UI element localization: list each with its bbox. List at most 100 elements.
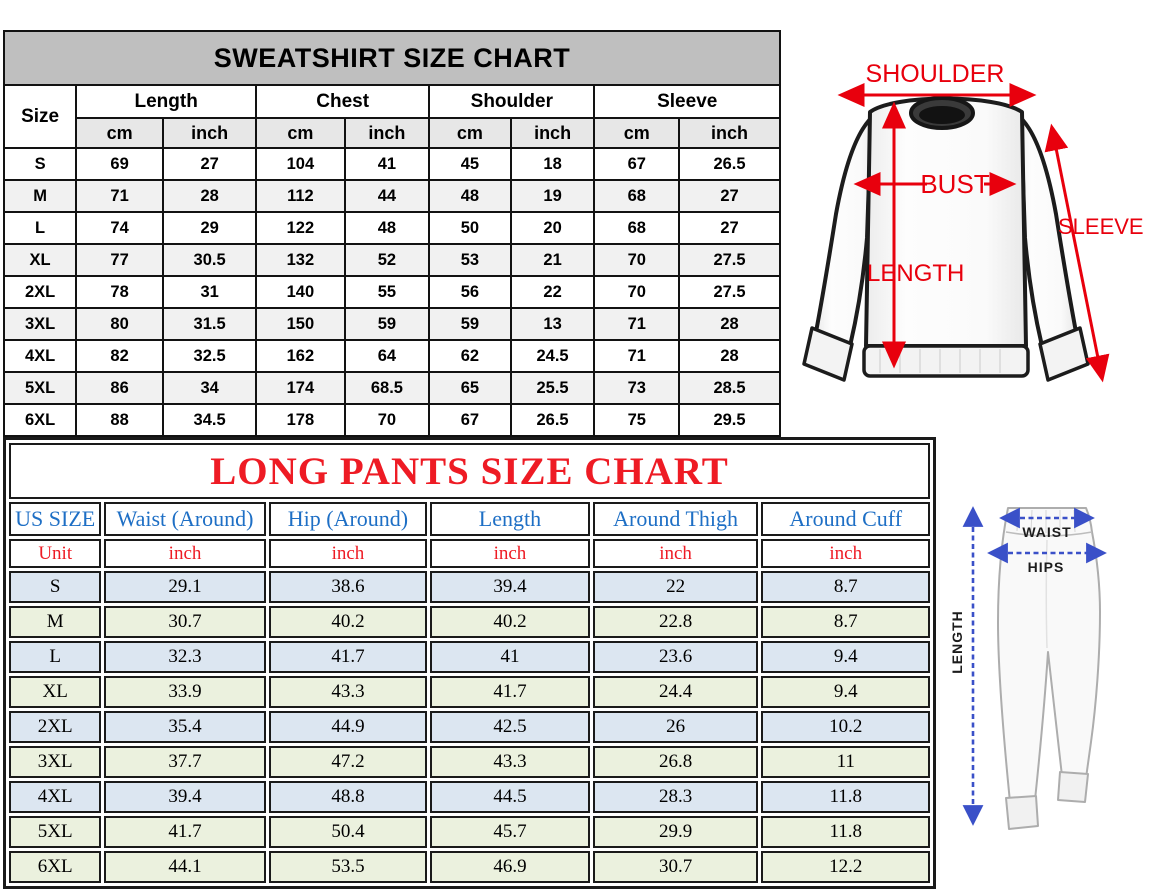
value-cell: 64: [343, 339, 431, 373]
value-cell: 11: [761, 746, 930, 778]
sweatshirt-unit-header-row: cm inch cm inch cm inch cm inch: [4, 117, 781, 149]
waist-measure-label: WAIST: [1022, 524, 1071, 540]
value-cell: 71: [593, 307, 681, 341]
pants-diagram-svg: WAIST HIPS LENGTH: [949, 506, 1107, 830]
value-cell: 44: [343, 179, 431, 213]
value-cell: 27: [678, 211, 781, 245]
value-cell: 34.5: [162, 403, 258, 437]
hips-measure-label: HIPS: [1028, 559, 1065, 575]
unit-cell: Unit: [9, 539, 102, 568]
size-cell: L: [2, 211, 78, 245]
value-cell: 8.7: [761, 571, 930, 603]
value-cell: 43.3: [268, 676, 428, 708]
value-cell: 38.6: [268, 571, 428, 603]
value-cell: 30.7: [104, 606, 266, 638]
value-cell: 40.2: [268, 606, 428, 638]
sweatshirt-drawing: [802, 96, 1090, 382]
table-row: 5XL 41.7 50.4 45.7 29.9 11.8: [9, 816, 930, 848]
table-row: S 29.1 38.6 39.4 22 8.7: [9, 571, 930, 603]
pants-title-row: LONG PANTS SIZE CHART: [9, 443, 930, 499]
collar-opening: [919, 106, 965, 124]
pants-measurement-annotations: WAIST HIPS LENGTH: [949, 506, 1107, 826]
value-cell: 42.5: [430, 711, 590, 743]
right-pant-cuff: [1057, 771, 1089, 803]
table-row: XL 77 30.5 132 52 53 21 70 27.5: [2, 243, 781, 277]
crease-line: [1045, 539, 1048, 649]
value-cell: 44.5: [430, 781, 590, 813]
value-cell: 27.5: [678, 243, 781, 277]
value-cell: 68: [593, 179, 681, 213]
value-cell: 23.6: [592, 641, 759, 673]
value-cell: 162: [255, 339, 346, 373]
value-cell: 71: [75, 179, 165, 213]
value-cell: 70: [343, 403, 431, 437]
sweatshirt-table-body: S 69 27 104 41 45 18 67 26.5 M 71 28 112 44 48 19 68 27 L 7…: [2, 147, 781, 437]
value-cell: 30.5: [162, 243, 258, 277]
value-cell: 41: [430, 641, 590, 673]
value-cell: 132: [255, 243, 346, 277]
table-row: XL 33.9 43.3 41.7 24.4 9.4: [9, 676, 930, 708]
sweatshirt-diagram-svg: SHOULDER LENGTH BUST SLEEVE: [802, 60, 1144, 383]
value-cell: 67: [428, 403, 512, 437]
pants-drawing: [997, 507, 1101, 830]
table-row: 2XL 35.4 44.9 42.5 26 10.2: [9, 711, 930, 743]
value-cell: 48: [428, 179, 512, 213]
size-cell: 5XL: [9, 816, 102, 848]
left-pant-cuff: [1005, 795, 1039, 830]
value-cell: 82: [75, 339, 165, 373]
sweatshirt-title-row: SWEATSHIRT SIZE CHART: [3, 30, 781, 86]
value-cell: 28: [678, 307, 781, 341]
value-cell: 104: [255, 147, 346, 181]
value-cell: 11.8: [761, 781, 930, 813]
value-cell: 22: [509, 275, 596, 309]
size-cell: 3XL: [9, 746, 102, 778]
table-row: 4XL 82 32.5 162 64 62 24.5 71 28: [2, 339, 781, 373]
unit-header: inch: [162, 117, 258, 149]
length-measure-label: LENGTH: [867, 260, 964, 287]
value-cell: 53: [428, 243, 512, 277]
size-cell: 6XL: [9, 851, 102, 883]
value-cell: 21: [509, 243, 596, 277]
pants-illustration: WAIST HIPS LENGTH: [949, 440, 1150, 870]
value-cell: 31.5: [162, 307, 258, 341]
size-cell: 2XL: [2, 275, 78, 309]
sweatshirt-group-header-row: Size Length Chest Shoulder Sleeve: [2, 84, 781, 149]
value-cell: 41.7: [268, 641, 428, 673]
size-cell: S: [2, 147, 78, 181]
value-cell: 29: [162, 211, 258, 245]
value-cell: 9.4: [761, 641, 930, 673]
value-cell: 68.5: [343, 371, 431, 405]
unit-cell: inch: [430, 539, 590, 568]
column-group-sleeve: Sleeve: [593, 84, 781, 119]
value-cell: 112: [255, 179, 346, 213]
value-cell: 75: [593, 403, 681, 437]
waistband-seam: [1005, 531, 1093, 537]
value-cell: 11.8: [761, 816, 930, 848]
value-cell: 27.5: [678, 275, 781, 309]
pants-length-measure-label: LENGTH: [950, 610, 965, 674]
table-row: L 32.3 41.7 41 23.6 9.4: [9, 641, 930, 673]
size-cell: 4XL: [9, 781, 102, 813]
unit-cell: inch: [592, 539, 759, 568]
value-cell: 26.5: [509, 403, 596, 437]
column-header-length: Length: [430, 502, 590, 536]
unit-cell: inch: [268, 539, 428, 568]
value-cell: 86: [75, 371, 165, 405]
value-cell: 74: [75, 211, 165, 245]
value-cell: 27: [678, 179, 781, 213]
value-cell: 73: [593, 371, 681, 405]
table-row: 6XL 88 34.5 178 70 67 26.5 75 29.5: [2, 403, 781, 437]
value-cell: 140: [255, 275, 346, 309]
pants-header-row: US SIZE Waist (Around) Hip (Around) Leng…: [9, 502, 930, 536]
value-cell: 47.2: [268, 746, 428, 778]
pants-unit-row: Unit inch inch inch inch inch: [9, 539, 930, 568]
value-cell: 88: [75, 403, 165, 437]
column-header-waist: Waist (Around): [104, 502, 266, 536]
value-cell: 32.3: [104, 641, 266, 673]
bust-measure-label: BUST: [920, 169, 989, 199]
value-cell: 70: [593, 275, 681, 309]
value-cell: 37.7: [104, 746, 266, 778]
value-cell: 41: [343, 147, 431, 181]
column-header-size: Size: [2, 84, 78, 149]
value-cell: 41.7: [104, 816, 266, 848]
